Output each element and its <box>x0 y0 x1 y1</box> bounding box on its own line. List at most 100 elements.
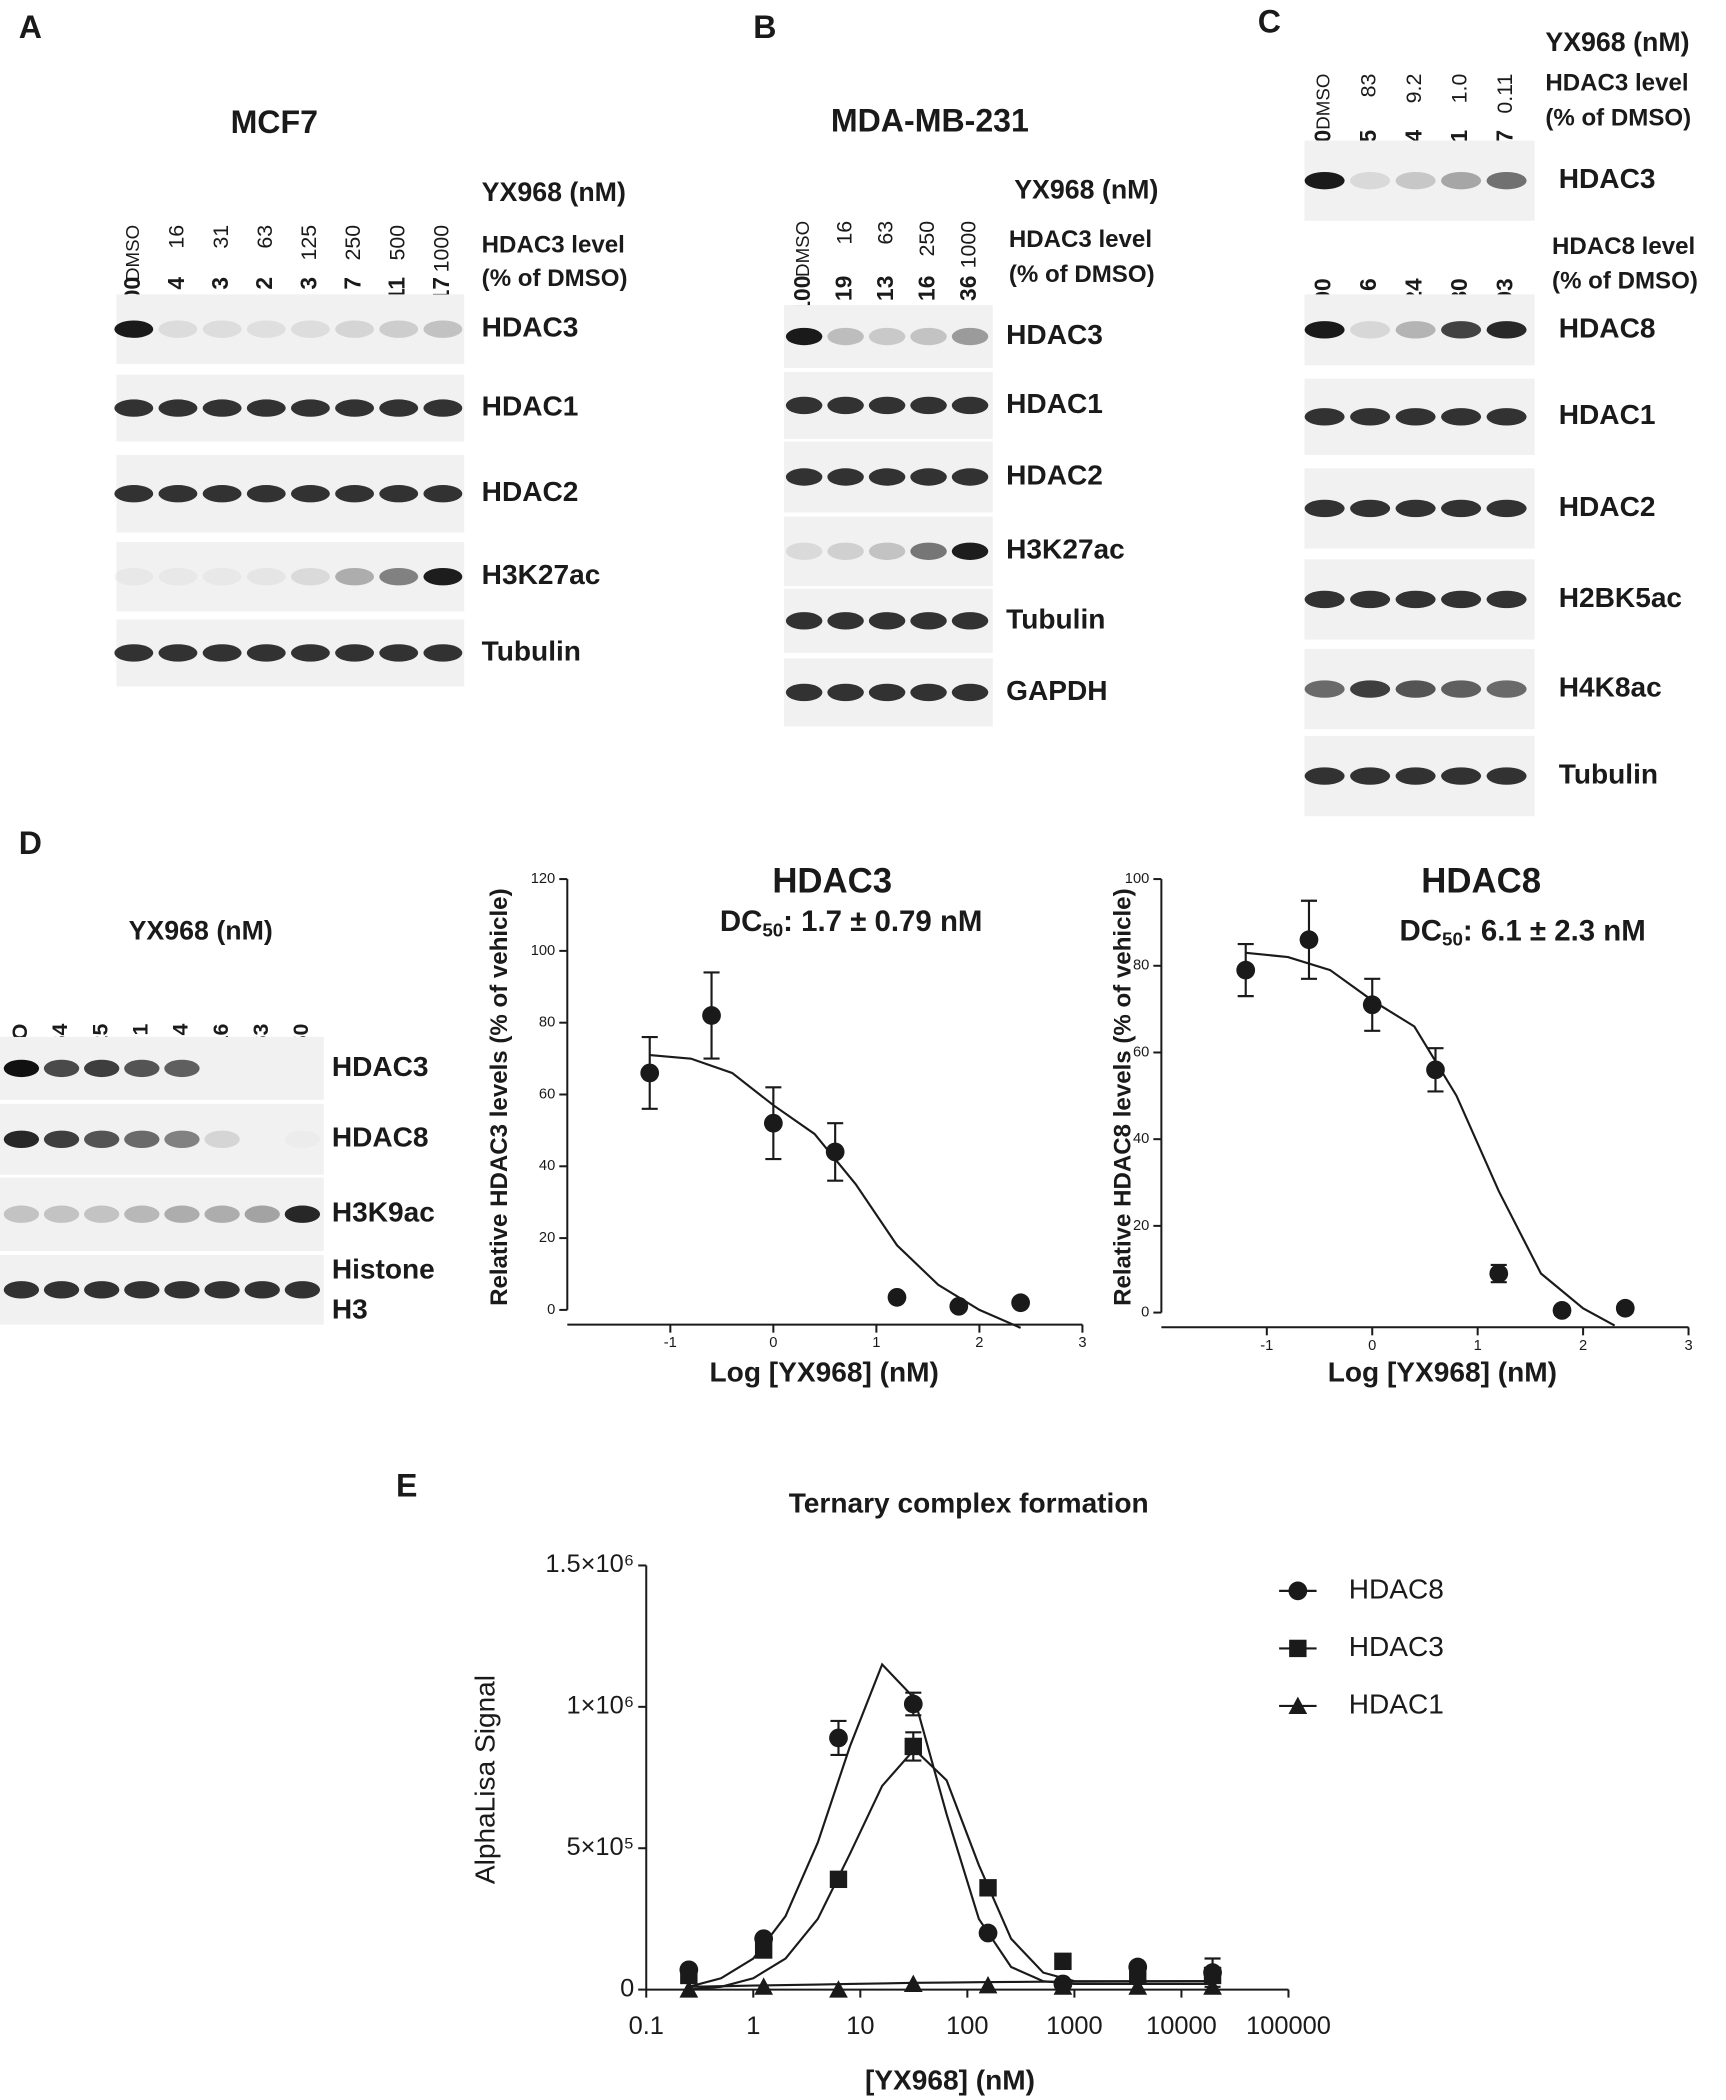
band <box>246 320 286 338</box>
band <box>1350 171 1391 190</box>
chart-title: Ternary complex formation <box>789 1488 1149 1519</box>
lane-label: 1.0 <box>1448 74 1472 104</box>
band <box>124 1281 160 1299</box>
band <box>284 1281 321 1299</box>
level-value: 4 <box>163 277 189 290</box>
y-tick-label: 0 <box>1141 1304 1149 1320</box>
band <box>124 1130 160 1149</box>
level-value: 3 <box>207 277 233 290</box>
row-label: Tubulin <box>1006 603 1105 634</box>
band <box>284 1205 321 1223</box>
band <box>114 567 154 586</box>
y-tick-label: 20 <box>539 1230 555 1246</box>
band <box>868 468 906 486</box>
row-label: HDAC3 <box>1559 163 1656 194</box>
fit-curve <box>1245 951 1616 1327</box>
marker <box>1489 1264 1509 1283</box>
band <box>158 320 198 338</box>
band <box>1350 408 1391 426</box>
band <box>1350 680 1391 698</box>
band <box>951 542 989 560</box>
fit-curve <box>649 1053 1022 1329</box>
band <box>1304 590 1345 609</box>
lane-label: 9.2 <box>1402 74 1426 104</box>
treatment-label: YX968 (nM) <box>1545 27 1689 57</box>
marker <box>1236 960 1256 980</box>
panel-label: A <box>19 9 42 45</box>
row-label: HDAC3 <box>332 1051 429 1082</box>
level-value: 13 <box>872 276 898 301</box>
band <box>1304 171 1345 190</box>
legend-label: HDAC1 <box>1349 1688 1444 1719</box>
marker <box>1299 930 1319 950</box>
marker <box>1288 1696 1308 1714</box>
band <box>202 644 242 662</box>
marker <box>903 1694 923 1714</box>
band <box>202 567 242 586</box>
band <box>827 683 864 702</box>
marker <box>887 1287 907 1307</box>
band <box>1486 171 1527 190</box>
marker <box>679 1980 699 1998</box>
band <box>3 1281 40 1299</box>
band <box>3 1205 40 1223</box>
blot-strip <box>116 294 465 364</box>
x-tick-label: 0.1 <box>629 2012 664 2040</box>
marker <box>1288 1581 1308 1601</box>
band <box>114 485 154 503</box>
band <box>335 320 374 338</box>
level-heading: (% of DMSO) <box>1545 104 1691 131</box>
marker <box>903 1974 923 1992</box>
band <box>1395 321 1436 339</box>
blot-title: MCF7 <box>231 104 318 140</box>
band <box>204 1281 240 1299</box>
band <box>827 396 864 415</box>
band <box>1486 499 1527 518</box>
band <box>1350 590 1391 609</box>
band <box>785 683 823 702</box>
marker <box>949 1296 969 1316</box>
row-label: H3 <box>332 1294 368 1325</box>
band <box>1486 321 1527 339</box>
band <box>423 320 463 338</box>
marker <box>1552 1301 1572 1320</box>
band <box>910 683 947 702</box>
annotation-part: : 1.7 ± 0.79 nM <box>783 905 982 938</box>
band <box>951 468 989 486</box>
level-value: 7 <box>340 277 366 290</box>
level-heading: (% of DMSO) <box>1009 261 1155 288</box>
band <box>1486 408 1527 426</box>
row-label: H3K9ac <box>332 1197 435 1228</box>
band <box>1304 408 1345 426</box>
lane-label: 1000 <box>957 221 981 269</box>
annotation-sub: 50 <box>1442 929 1463 950</box>
y-tick-label: 60 <box>1133 1044 1149 1060</box>
level-heading: HDAC3 level <box>1545 70 1688 97</box>
row-label: HDAC1 <box>482 391 579 422</box>
band <box>1395 171 1436 190</box>
lane-label: 1000 <box>430 225 454 273</box>
band <box>335 485 374 503</box>
band <box>910 542 947 560</box>
row-label: HDAC1 <box>1559 399 1656 430</box>
band <box>202 320 242 338</box>
band <box>1486 590 1527 609</box>
band <box>246 644 286 662</box>
x-tick-label: 1 <box>746 2012 760 2040</box>
band <box>1441 767 1482 785</box>
y-tick-label: 80 <box>539 1015 555 1031</box>
marker <box>829 1870 848 1889</box>
band <box>1395 680 1436 698</box>
band <box>1350 767 1391 785</box>
band <box>785 542 823 560</box>
lane-label: 16 <box>832 221 856 245</box>
y-tick-label: 20 <box>1133 1218 1149 1234</box>
band <box>290 399 330 417</box>
band <box>1441 590 1482 609</box>
lane-label: 83 <box>1357 74 1381 98</box>
lane-label: 125 <box>297 225 321 261</box>
band <box>379 399 419 417</box>
band <box>3 1059 40 1078</box>
band <box>158 485 198 503</box>
band <box>1350 321 1391 339</box>
